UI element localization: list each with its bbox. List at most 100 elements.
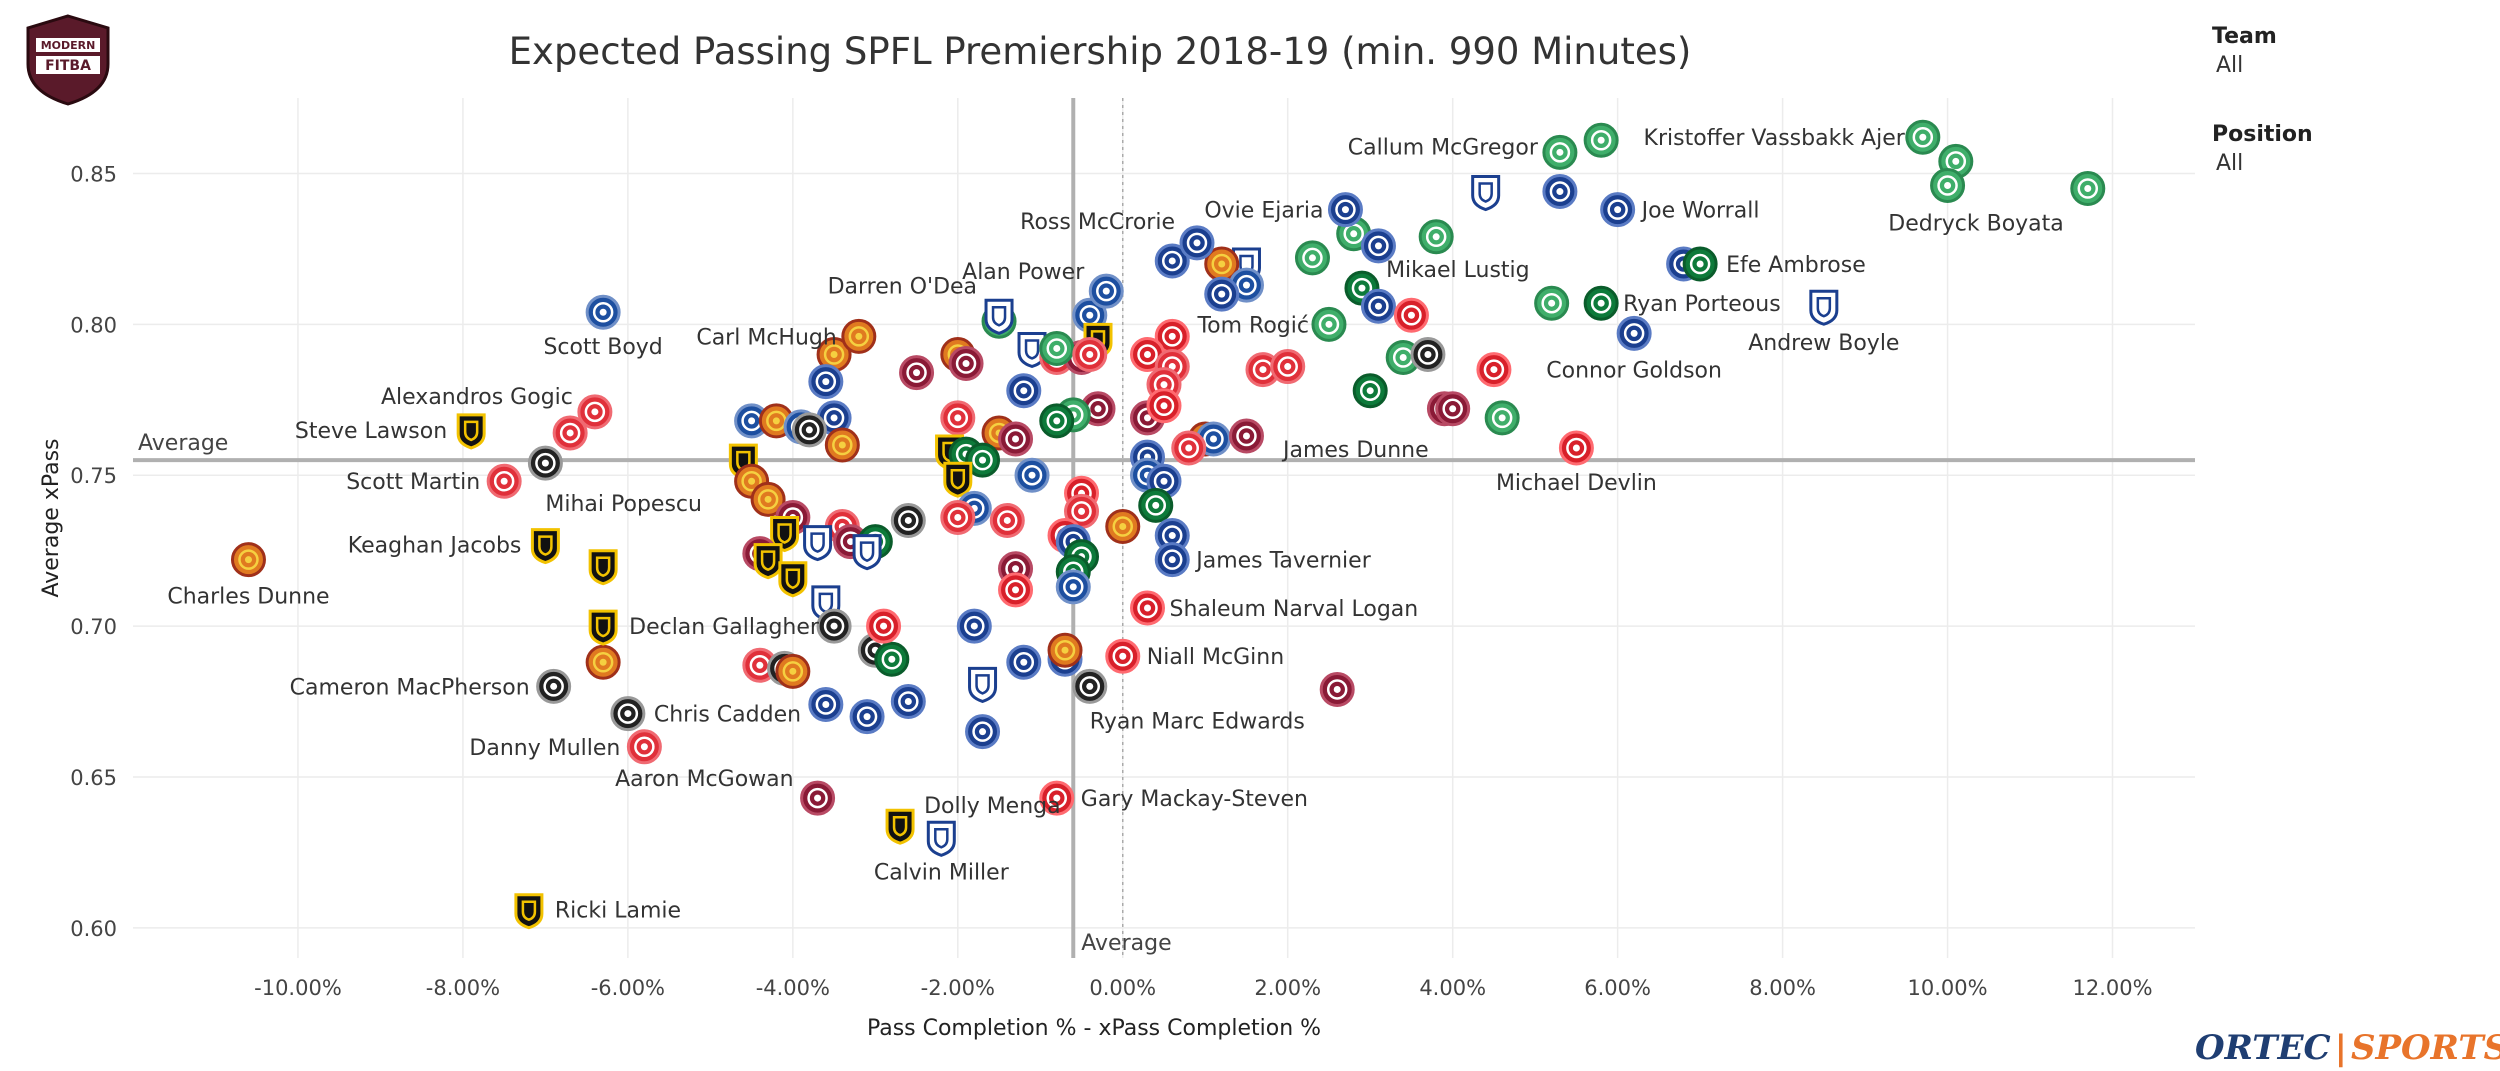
scatter-point (778, 561, 808, 598)
labeled-point (1179, 225, 1215, 261)
point-labels: Kristoffer Vassbakk Ajer Dedryck Boyata Ca… (167, 126, 2063, 923)
player-label: Mihai Popescu (545, 492, 702, 517)
scatter-point (1006, 644, 1042, 680)
scatter-point (750, 481, 786, 517)
scatter-point (1006, 373, 1042, 409)
labeled-point (984, 298, 1014, 335)
scatter-point (1014, 457, 1050, 493)
labeled-point (800, 780, 836, 816)
scatter-point (965, 714, 1001, 750)
labeled-point (230, 542, 266, 578)
scatter-point (1410, 336, 1446, 372)
scatter-point (874, 641, 910, 677)
scatter-point (816, 608, 852, 644)
x-tick-label: -8.00% (426, 976, 500, 1000)
data-points (230, 119, 2106, 930)
player-label: Cameron MacPherson (290, 675, 530, 700)
scatter-point (890, 684, 926, 720)
position-filter[interactable]: Position All (2212, 122, 2313, 176)
labeled-point (1600, 192, 1636, 228)
player-label: Callum McGregor (1348, 135, 1539, 160)
labeled-point (536, 668, 572, 704)
axes: -10.00% -8.00% -6.00% -4.00% -2.00% 0.00% 2.00… (39, 98, 2195, 1041)
player-label: Aaron McGowan (615, 767, 794, 792)
y-tick-label: 0.70 (70, 615, 117, 639)
player-label: Danny Mullen (469, 736, 620, 761)
x-tick-label: 0.00% (1089, 976, 1156, 1000)
labeled-point (1088, 273, 1124, 309)
scatter-point (1047, 632, 1083, 668)
scatter-point (1039, 330, 1075, 366)
player-label: Steve Lawson (295, 419, 447, 444)
scatter-point (770, 516, 800, 553)
labeled-point (530, 528, 560, 565)
player-label: Ross McCrorie (1020, 210, 1175, 235)
scatter-point (1228, 418, 1264, 454)
scatter-point (890, 502, 926, 538)
labeled-point (1039, 780, 1075, 816)
modern-fitba-logo: MODERN FITBA (26, 14, 110, 106)
scatter-point (1418, 219, 1454, 255)
brand-sub: SPORTS (2350, 1028, 2500, 1068)
labeled-point (1311, 306, 1347, 342)
scatter-point (552, 415, 588, 451)
chart-title: Expected Passing SPFL Premiership 2018-1… (508, 30, 1692, 73)
labeled-point (1154, 542, 1190, 578)
x-tick-label: -4.00% (756, 976, 830, 1000)
scatter-point (852, 534, 882, 571)
position-filter-value[interactable]: All (2216, 151, 2244, 176)
player-label: Tom Rogić (1196, 313, 1309, 338)
scatter-point (940, 400, 976, 436)
labeled-point (1809, 289, 1839, 326)
player-label: Andrew Boyle (1748, 331, 1899, 356)
labeled-point (926, 820, 956, 857)
scatter-point (940, 499, 976, 535)
x-tick-label: 6.00% (1584, 976, 1651, 1000)
labeled-point (1327, 192, 1363, 228)
player-label: Calvin Miller (874, 860, 1010, 885)
player-label: Ovie Ejaria (1204, 199, 1323, 224)
player-label: James Tavernier (1194, 549, 1371, 574)
scatter-point (849, 699, 885, 735)
player-label: Ryan Marc Edwards (1090, 709, 1305, 734)
scatter-point (1017, 331, 1047, 369)
y-axis-title: Average xPass (39, 438, 64, 597)
scatter-point (588, 549, 618, 586)
labeled-point (1616, 315, 1652, 351)
scatter-point (1930, 168, 1966, 204)
labeled-point (841, 318, 877, 354)
team-filter-value[interactable]: All (2216, 53, 2244, 78)
scatter-point (1294, 240, 1330, 276)
labeled-point (1072, 668, 1108, 704)
scatter-point (824, 427, 860, 463)
labeled-point (1435, 391, 1471, 427)
player-label: Declan Gallagher (629, 615, 820, 640)
scatter-point (1583, 122, 1619, 158)
player-label: Shaleum Narval Logan (1170, 597, 1419, 622)
scatter-point (998, 572, 1034, 608)
scatter-point (1319, 671, 1355, 707)
x-tick-label: 2.00% (1254, 976, 1321, 1000)
labeled-point (514, 893, 544, 930)
scatter-point (943, 461, 973, 498)
player-label: Alexandros Gogic (381, 385, 573, 410)
scatter-point (1138, 487, 1174, 523)
team-filter[interactable]: Team All (2212, 24, 2277, 78)
scatter-point (1204, 276, 1240, 312)
scatter-point (1471, 175, 1501, 212)
scatter-point (1393, 297, 1429, 333)
scatter-point (1204, 246, 1240, 282)
scatter-point (1360, 228, 1396, 264)
scatter-point (1484, 400, 1520, 436)
x-tick-label: 8.00% (1749, 976, 1816, 1000)
scatter-point (965, 442, 1001, 478)
y-tick-label: 0.75 (70, 464, 117, 488)
labeled-point (1130, 590, 1166, 626)
x-tick-label: 12.00% (2072, 976, 2152, 1000)
labeled-point (1534, 285, 1570, 321)
scatter-point (1055, 569, 1091, 605)
scatter-point (899, 355, 935, 391)
scatter-point (956, 608, 992, 644)
player-label: Michael Devlin (1496, 471, 1657, 496)
